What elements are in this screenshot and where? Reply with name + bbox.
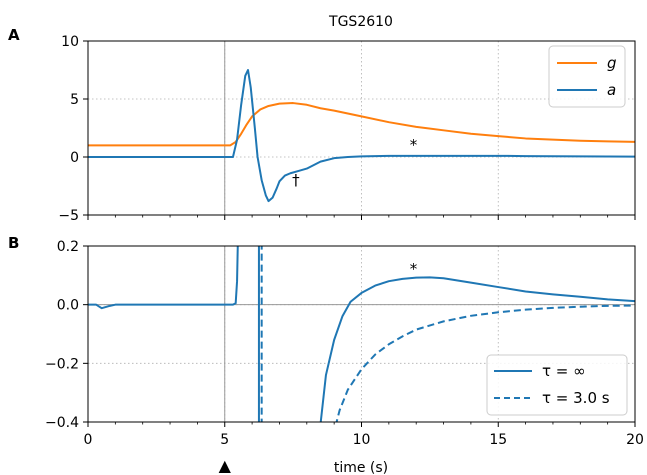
x-tick-label: 15: [489, 432, 507, 448]
annotation-dagger: †: [292, 171, 300, 189]
yticks-a: −5 0 5 10: [58, 34, 88, 224]
panel-letter-a: A: [8, 26, 20, 44]
y-tick-label: 0: [70, 150, 79, 166]
y-tick-label: −0.2: [45, 356, 79, 372]
series-line: [319, 276, 635, 422]
x-axis-label: time (s): [334, 460, 388, 475]
xticks-a: [87, 215, 636, 220]
legend-box-a: [548, 45, 626, 108]
series-line: [335, 304, 635, 422]
series-line: [88, 69, 636, 203]
legend-b: τ = ∞ τ = 3.0 s: [486, 354, 628, 416]
series-group-a: [88, 69, 636, 203]
panel-a: −5 0 5 10 * † g a: [58, 34, 636, 224]
series-line: [88, 246, 239, 310]
x-tick-label: 0: [84, 432, 93, 448]
x-tick-label: 10: [353, 432, 371, 448]
y-tick-label: −0.4: [45, 415, 79, 431]
y-tick-label: −5: [58, 208, 79, 224]
stimulus-marker-icon: ▲: [219, 456, 232, 475]
annotation-star-b: *: [410, 260, 418, 278]
y-tick-label: 0.0: [57, 298, 79, 314]
legend-label-tau: τ = 3.0 s: [542, 389, 610, 407]
x-tick-label: 5: [220, 432, 229, 448]
series-line: [88, 102, 636, 147]
x-tick-label: 20: [626, 432, 644, 448]
series-group-b: [88, 246, 635, 422]
chart-title: TGS2610: [328, 14, 393, 30]
legend-label-inf: τ = ∞: [542, 362, 586, 380]
y-tick-label: 5: [70, 92, 79, 108]
panel-b: −0.4 −0.2 0.0 0.2 0 5 10 15 20 * time (s) ▲ τ =…: [45, 239, 644, 475]
y-tick-label: 10: [61, 34, 79, 50]
panel-letter-b: B: [8, 234, 19, 252]
legend-a: g a: [548, 45, 626, 108]
xticks-b: 0 5 10 15 20: [84, 422, 644, 448]
legend-label-a: a: [607, 81, 616, 99]
legend-label-g: g: [607, 54, 617, 72]
y-tick-label: 0.2: [57, 239, 79, 255]
annotation-star-a: *: [410, 136, 418, 154]
yticks-b: −0.4 −0.2 0.0 0.2: [45, 239, 88, 431]
